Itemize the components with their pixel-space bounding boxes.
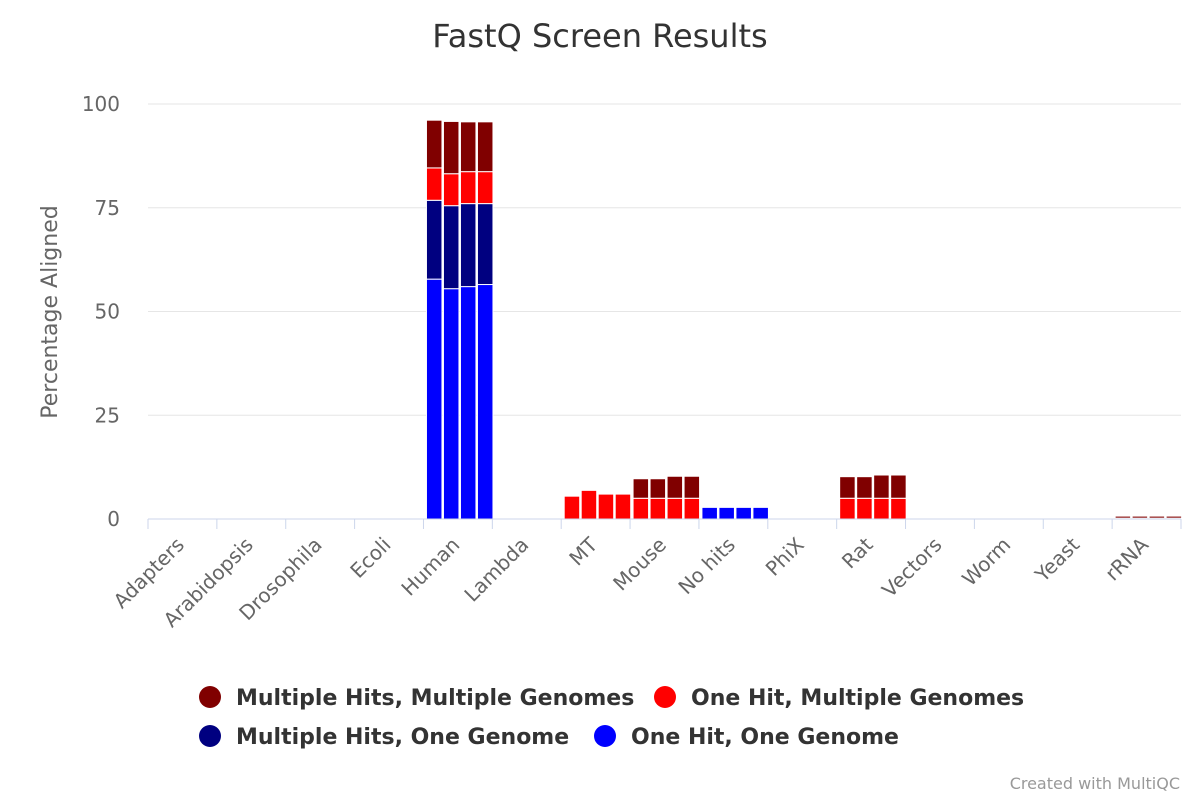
bar-segment: [666, 497, 684, 520]
x-tick-label: MT: [564, 532, 602, 570]
bar-segment: [890, 474, 907, 499]
x-tick-label: Yeast: [1030, 532, 1085, 587]
bar-segment: [459, 171, 477, 205]
bars: [425, 119, 1183, 520]
bar-segment: [580, 489, 598, 520]
bar-segment: [632, 497, 650, 520]
bar-segment: [839, 476, 856, 499]
x-tick-label: Human: [396, 533, 464, 601]
x-tick-label: Ecoli: [345, 533, 395, 583]
y-axis-label: Percentage Aligned: [38, 205, 63, 418]
legend-marker: [199, 725, 221, 747]
legend-item[interactable]: Multiple Hits, Multiple Genomes: [199, 686, 634, 711]
y-tick-label: 100: [82, 92, 120, 116]
bar-segment: [459, 286, 477, 520]
bar-segment: [839, 497, 856, 520]
bar-segment: [476, 121, 494, 173]
bar-segment: [873, 474, 890, 499]
bar-segment: [632, 478, 650, 499]
bar-segment: [701, 506, 718, 520]
legend-label: Multiple Hits, Multiple Genomes: [236, 686, 634, 711]
bar-segment: [683, 475, 701, 499]
bar-segment: [649, 497, 667, 520]
x-tick-label: Worm: [957, 533, 1015, 591]
bar-segment: [459, 203, 477, 288]
bar-segment: [649, 478, 667, 499]
bar-segment: [873, 497, 890, 520]
y-tick-label: 75: [95, 196, 120, 220]
bar-segment: [735, 506, 752, 520]
bar-segment: [1165, 515, 1183, 519]
bar-segment: [856, 476, 873, 499]
bar-segment: [597, 493, 615, 520]
credit-text: Created with MultiQC: [1010, 774, 1180, 793]
legend-item[interactable]: One Hit, Multiple Genomes: [654, 686, 1024, 711]
bar-segment: [683, 497, 701, 520]
legend-item[interactable]: Multiple Hits, One Genome: [199, 725, 569, 750]
bar-segment: [1131, 515, 1149, 519]
bar-segment: [1148, 515, 1166, 519]
x-tick-label: Vectors: [877, 533, 946, 602]
legend-label: One Hit, Multiple Genomes: [691, 686, 1024, 711]
x-tick-label: PhiX: [761, 532, 809, 580]
bar-segment: [442, 288, 460, 520]
bar-segment: [459, 121, 477, 173]
legend: Multiple Hits, Multiple Genomes One Hit, …: [199, 686, 1024, 750]
y-tick-label: 50: [95, 300, 120, 324]
bar-segment: [890, 497, 907, 520]
x-tick-label: Mouse: [608, 533, 671, 596]
bar-segment: [666, 475, 684, 499]
x-tick-label: No hits: [673, 533, 740, 600]
chart-title: FastQ Screen Results: [432, 17, 767, 55]
gridlines: [148, 103, 1181, 416]
bar-segment: [442, 205, 460, 290]
bar-segment: [425, 119, 443, 169]
bar-segment: [476, 171, 494, 205]
bar-segment: [425, 167, 443, 201]
bar-segment: [442, 120, 460, 175]
x-tick-label: rRNA: [1100, 532, 1153, 585]
y-tick-label: 25: [95, 403, 120, 427]
legend-marker: [594, 725, 616, 747]
bar-segment: [856, 497, 873, 520]
bar-segment: [476, 284, 494, 520]
bar-segment: [563, 495, 581, 520]
legend-label: Multiple Hits, One Genome: [236, 725, 569, 750]
bar-segment: [442, 173, 460, 207]
y-tick-label: 0: [107, 507, 120, 531]
x-tick-label: Lambda: [459, 533, 533, 607]
legend-item[interactable]: One Hit, One Genome: [594, 725, 899, 750]
legend-marker: [654, 686, 676, 708]
bar-segment: [614, 493, 632, 520]
legend-label: One Hit, One Genome: [631, 725, 899, 750]
bar-segment: [718, 506, 735, 520]
bar-segment: [752, 506, 769, 520]
bar-segment: [425, 199, 443, 280]
y-axis-ticks: 0 25 50 75 100: [82, 92, 120, 531]
bar-segment: [476, 203, 494, 286]
bar-segment: [1114, 515, 1132, 519]
bar-segment: [425, 278, 443, 520]
x-tick-label: Rat: [837, 532, 878, 573]
legend-marker: [199, 686, 221, 708]
